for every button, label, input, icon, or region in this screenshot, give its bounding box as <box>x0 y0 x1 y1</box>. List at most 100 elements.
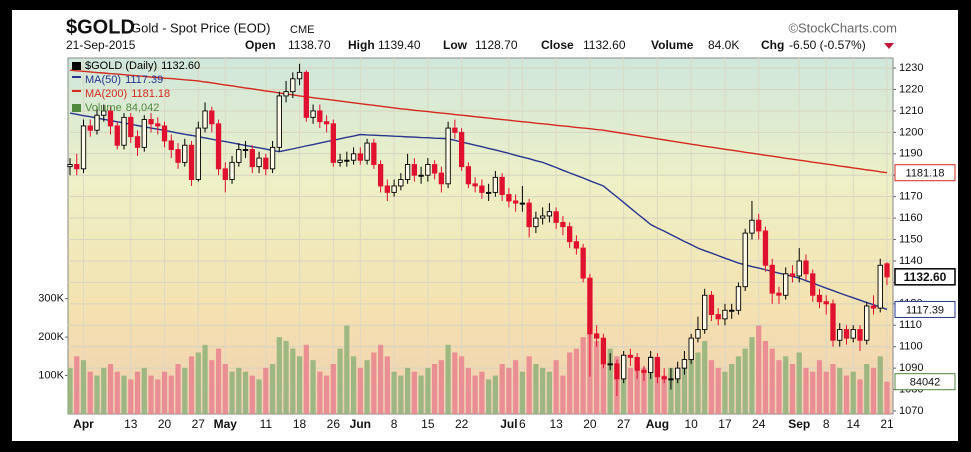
y-tick-label: 1160 <box>899 212 923 224</box>
candle-body <box>560 221 566 228</box>
candle-body <box>384 185 390 193</box>
volume-bar <box>668 367 674 414</box>
volume-bar <box>843 375 850 414</box>
candle-body <box>492 176 499 193</box>
volume-bar <box>722 371 728 414</box>
legend-name: MA(200) <box>85 88 127 100</box>
quote-label: Open <box>245 38 276 52</box>
volume-bar <box>621 360 627 414</box>
legend-entry: Volume 84,042 <box>85 102 159 114</box>
volume-bar <box>80 360 87 414</box>
x-tick-label: 20 <box>583 417 597 431</box>
volume-bar <box>317 371 323 414</box>
volume-bar <box>762 340 769 414</box>
candle-body <box>283 91 289 97</box>
legend-value: 1181.18 <box>131 88 170 100</box>
candle-body <box>344 159 350 162</box>
x-tick-label: 8 <box>391 417 398 431</box>
legend-entry: MA(50) 1117.39 <box>85 74 163 86</box>
candle-body <box>114 125 120 146</box>
x-tick-label: 27 <box>617 417 631 431</box>
volume-bar <box>864 364 870 414</box>
candle-body <box>418 174 424 177</box>
volume-bar <box>263 367 269 414</box>
candle-body <box>209 110 215 125</box>
legend-swatch <box>72 90 81 92</box>
x-tick-label: Jun <box>350 417 371 431</box>
candle-body <box>688 337 694 361</box>
candle-body <box>438 172 445 185</box>
candle-body <box>202 110 208 129</box>
candle-body <box>431 164 438 174</box>
volume-bar <box>641 367 647 414</box>
x-tick-label: 11 <box>260 417 273 431</box>
candle-body <box>87 125 93 131</box>
volume-bar <box>472 375 478 414</box>
volume-bar <box>425 367 431 414</box>
candle-body <box>533 217 539 228</box>
volume-bar <box>168 375 174 414</box>
volume-bar <box>749 337 755 414</box>
candle-body <box>161 125 168 142</box>
volume-bar <box>391 371 397 414</box>
value-box <box>894 164 956 182</box>
volume-bar <box>756 325 762 414</box>
volume-bar <box>452 352 458 414</box>
volume-bar <box>803 367 809 414</box>
candle-body <box>276 95 282 148</box>
candle-body <box>101 110 107 116</box>
volume-bar <box>330 364 336 414</box>
candle-body <box>567 226 573 243</box>
volume-bar <box>155 379 161 414</box>
candle-body <box>843 329 850 339</box>
legend-value: 1117.39 <box>125 74 163 86</box>
legend-entry: MA(200) 1181.18 <box>85 88 170 100</box>
candle-body <box>749 219 755 234</box>
moving-average <box>69 69 888 174</box>
x-tick-label: 13 <box>549 417 563 431</box>
moving-average <box>69 112 888 311</box>
volume-bar <box>695 352 701 414</box>
volume-bar <box>634 364 640 414</box>
legend-swatch <box>72 62 81 70</box>
volume-bar <box>661 375 667 414</box>
volume-bar <box>377 344 384 414</box>
volume-bar <box>418 375 424 414</box>
y-tick-label: 1200 <box>899 126 923 138</box>
volume-bar <box>371 352 377 414</box>
candle-body <box>722 309 728 320</box>
candle-body <box>614 363 620 380</box>
candle-body <box>769 264 775 294</box>
value-box <box>894 300 956 318</box>
x-tick-label: 21 <box>880 417 894 431</box>
volume-bar <box>715 367 721 414</box>
candle-body <box>303 71 309 118</box>
volume-bar <box>128 379 134 414</box>
legend-name: Volume <box>85 102 122 114</box>
y-tick-label: 1070 <box>899 405 923 417</box>
volume-bar <box>708 360 715 414</box>
volume-bar <box>776 360 782 414</box>
chart-title: $GOLD <box>66 16 135 38</box>
candle-body <box>195 127 201 180</box>
source: ©StockCharts.com <box>788 20 897 35</box>
quote-value: 1139.40 <box>378 38 421 52</box>
candle-body <box>850 329 856 339</box>
volume-bar <box>783 356 789 414</box>
candle-body <box>357 153 363 161</box>
candle-body <box>141 119 147 148</box>
candle-body <box>107 110 114 127</box>
x-tick-label: 18 <box>293 417 307 431</box>
volume-bar <box>560 375 566 414</box>
volume-bar <box>681 364 688 414</box>
volume-bar <box>283 340 289 414</box>
candle-body <box>729 309 735 312</box>
candle-body <box>80 125 87 170</box>
volume-bar <box>594 340 600 414</box>
volume-bar <box>256 379 262 414</box>
volume-bar <box>742 348 748 414</box>
volume-bar <box>94 375 100 414</box>
quote-label: High <box>348 38 375 52</box>
quote-label: Volume <box>651 38 694 52</box>
